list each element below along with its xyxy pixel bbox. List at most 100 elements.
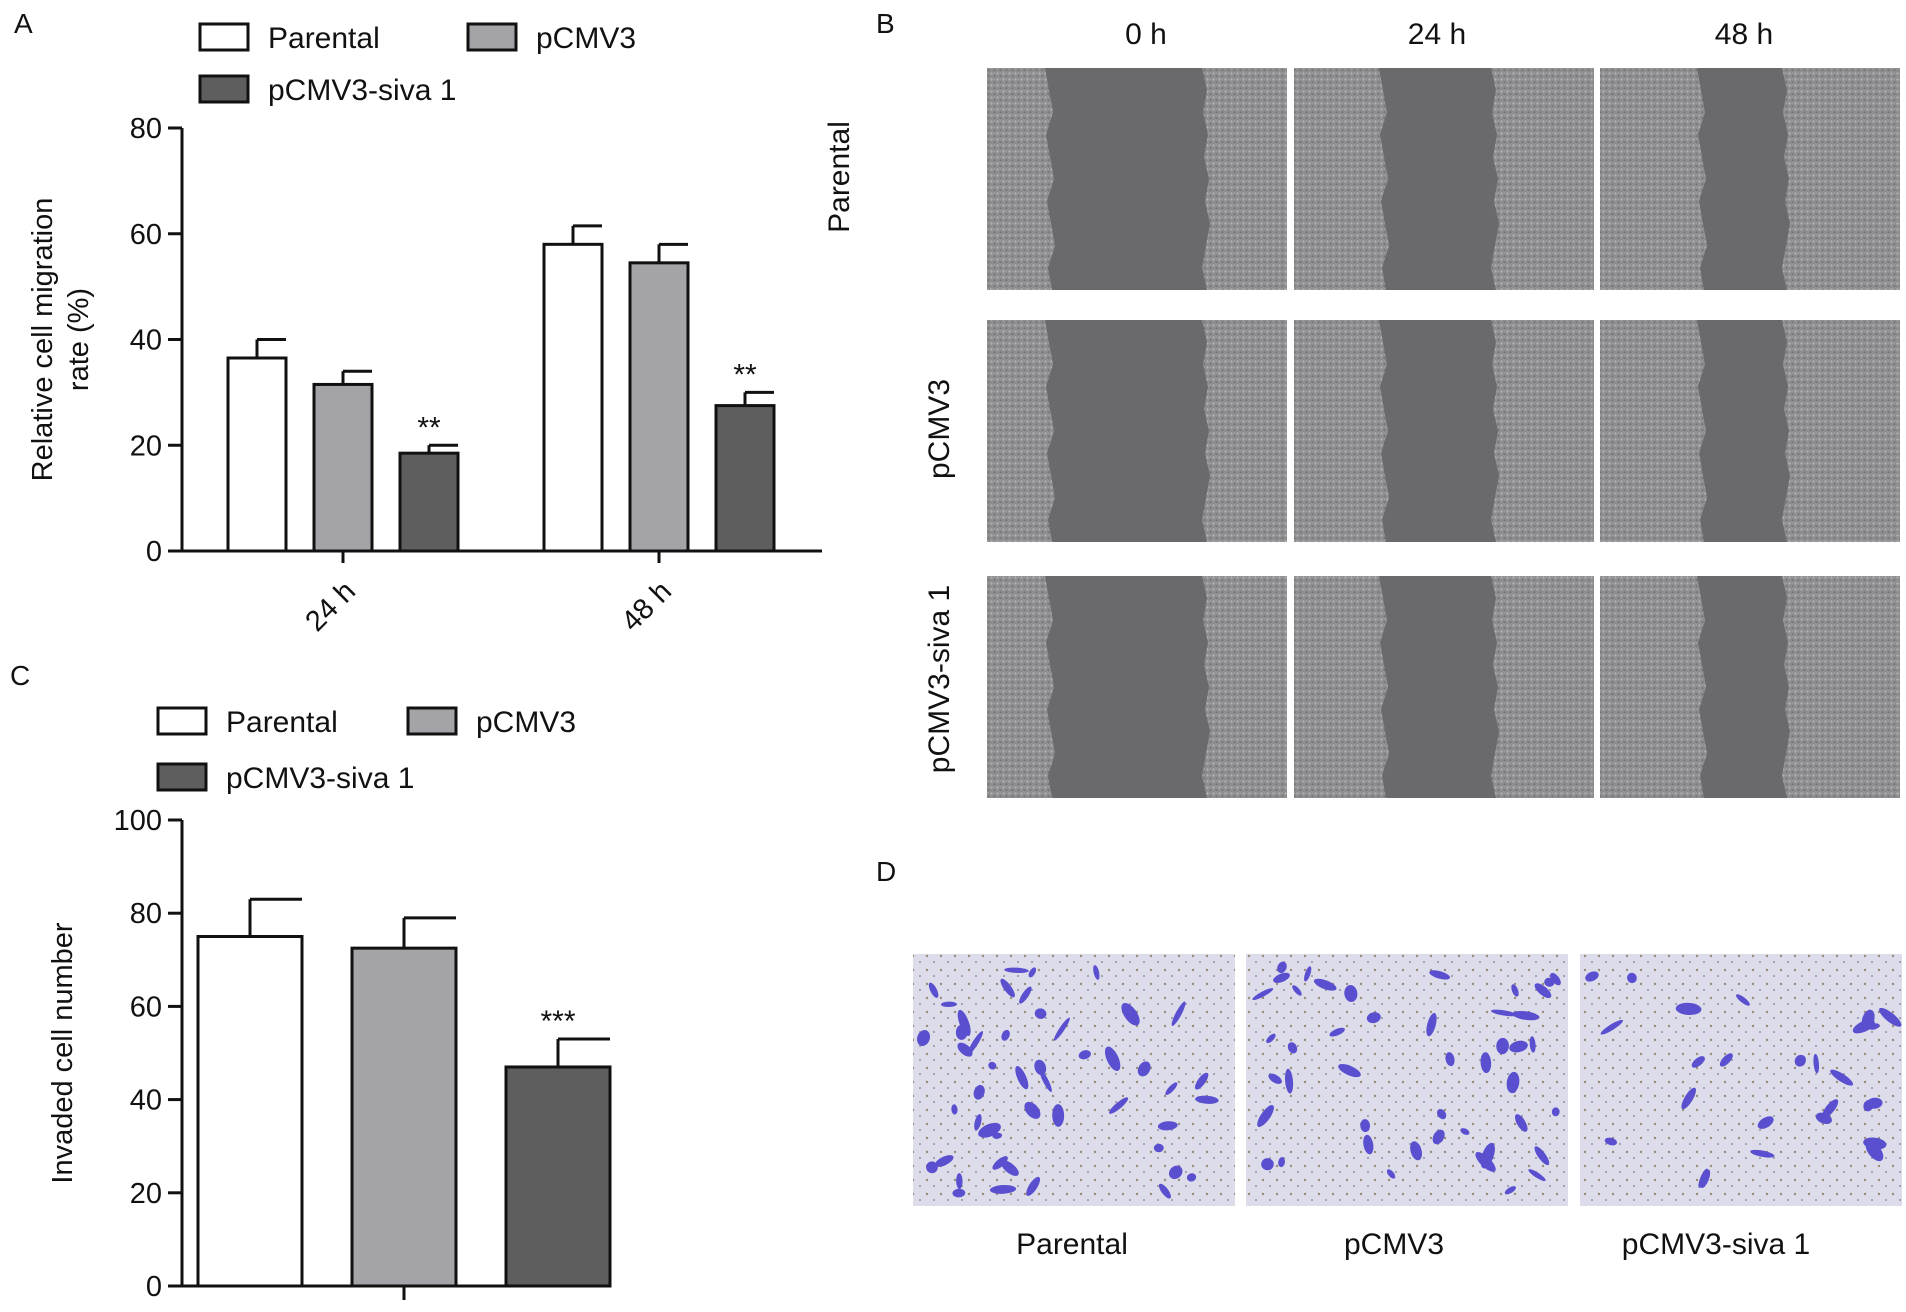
stained-cell [952,1188,966,1198]
bar [196,935,304,1288]
stained-cell [1039,1069,1052,1092]
stained-cell [1292,985,1302,996]
stained-cell [1879,1007,1902,1027]
stained-cell [1815,1112,1832,1125]
stained-cell [992,1132,1003,1139]
stained-cell [1137,1061,1151,1077]
wound-row-label: pCMV3 [923,378,956,480]
invasion-axes: 0 20 40 60 80 100 Invaded cell number [47,805,606,1303]
stained-cell [1078,1050,1091,1060]
y-axis-label: rate (%) [63,288,95,391]
stained-cell [1257,1105,1274,1128]
stained-cell [1460,1128,1470,1135]
stained-cell [1512,1010,1540,1021]
migration-legend: Parental pCMV3 pCMV3-siva 1 [198,22,636,107]
stained-cell [1496,1037,1509,1055]
x-tick-label: 24 h [299,575,362,638]
legend-swatch [406,706,458,736]
stained-cell [1691,1056,1705,1068]
invasion-bars: *** [196,897,612,1288]
stained-cell [1344,985,1358,1002]
stained-cell [1026,1176,1041,1196]
stained-cell [1480,1052,1492,1074]
y-tick-label: 20 [130,430,162,462]
stained-cell [1550,972,1561,986]
bar [312,382,374,553]
stained-cell [1360,1119,1371,1133]
stained-cell [1001,1029,1010,1041]
legend-label: pCMV3 [536,22,636,55]
stained-cell [1024,1101,1041,1119]
stained-cell [928,982,939,998]
stained-cell [1366,1012,1381,1024]
stained-cell [967,1031,984,1055]
stained-cell [1534,983,1552,999]
wound-column-header: 48 h [1714,18,1774,51]
wound-image [987,320,1287,542]
wound-column-header: 0 h [1125,18,1167,51]
stained-cell [1329,1027,1345,1037]
stained-cell [955,1024,968,1040]
stained-cell [1287,1042,1298,1054]
invasion-legend: Parental pCMV3 pCMV3-siva 1 [156,706,576,795]
stained-cell [1626,972,1637,984]
stained-cell [1338,1063,1361,1078]
wound-image [1294,576,1594,798]
stained-cell [1153,1143,1164,1153]
stained-cell [974,1114,982,1131]
stained-cell [1363,1134,1374,1155]
wound-image [1600,320,1900,542]
stained-cell [1015,1066,1029,1090]
stained-cell [1681,1087,1696,1110]
transwell-image [913,954,1235,1206]
bar [714,404,776,553]
stained-cell [1386,1169,1396,1179]
stained-cell [1719,1053,1733,1067]
stained-cell [1053,1017,1070,1041]
stained-cell [1278,1157,1286,1168]
stained-cell [1000,978,1015,998]
stained-cell [1506,1071,1520,1094]
wound-gap [1379,320,1499,542]
stained-cell [1277,961,1287,974]
migration-bars: ** ** [226,224,776,553]
stained-cell [1169,1165,1183,1180]
stained-cell [1157,1121,1178,1131]
stained-cell [1600,1019,1623,1035]
stained-cell [1429,970,1450,980]
wound-image [1294,320,1594,542]
stained-cell [1504,1186,1516,1195]
stained-cell [1004,967,1029,974]
transwell-image [1580,954,1902,1206]
stained-cell [1604,1137,1618,1146]
migration-bar-chart: Parental pCMV3 pCMV3-siva 1 0 20 40 60 80 Relat… [27,22,822,638]
legend-swatch [156,706,208,736]
transwell-label: pCMV3 [1343,1228,1445,1261]
stained-cell [1093,965,1100,980]
y-tick-label: 40 [130,1085,162,1117]
membrane [1246,954,1568,1206]
invasion-bar-chart: Parental pCMV3 pCMV3-siva 1 0 20 40 60 80 100 In… [47,706,612,1303]
stained-cell [1261,1158,1274,1171]
stained-cell [1585,971,1599,982]
membrane [913,954,1235,1206]
stained-cell [957,1009,971,1036]
stained-cell [1109,1097,1129,1114]
stained-cell [1437,1109,1447,1120]
panel-letter-a: A [14,8,33,39]
x-tick-label: 48 h [615,575,678,638]
y-tick-label: 60 [130,219,162,251]
stained-cell [1830,1069,1854,1086]
stained-cell [1028,967,1037,978]
stained-cell [1432,1129,1445,1145]
legend-label: pCMV3-siva 1 [268,74,456,107]
wound-gap [1045,576,1210,798]
stained-cell [1121,1002,1140,1026]
stained-cell [1304,966,1312,982]
panel-letter-b: B [876,8,895,39]
stained-cell [1019,986,1032,1004]
transwell-label: Parental [1016,1228,1128,1261]
stained-cell [1034,1008,1047,1019]
stained-cell [1757,1116,1774,1129]
